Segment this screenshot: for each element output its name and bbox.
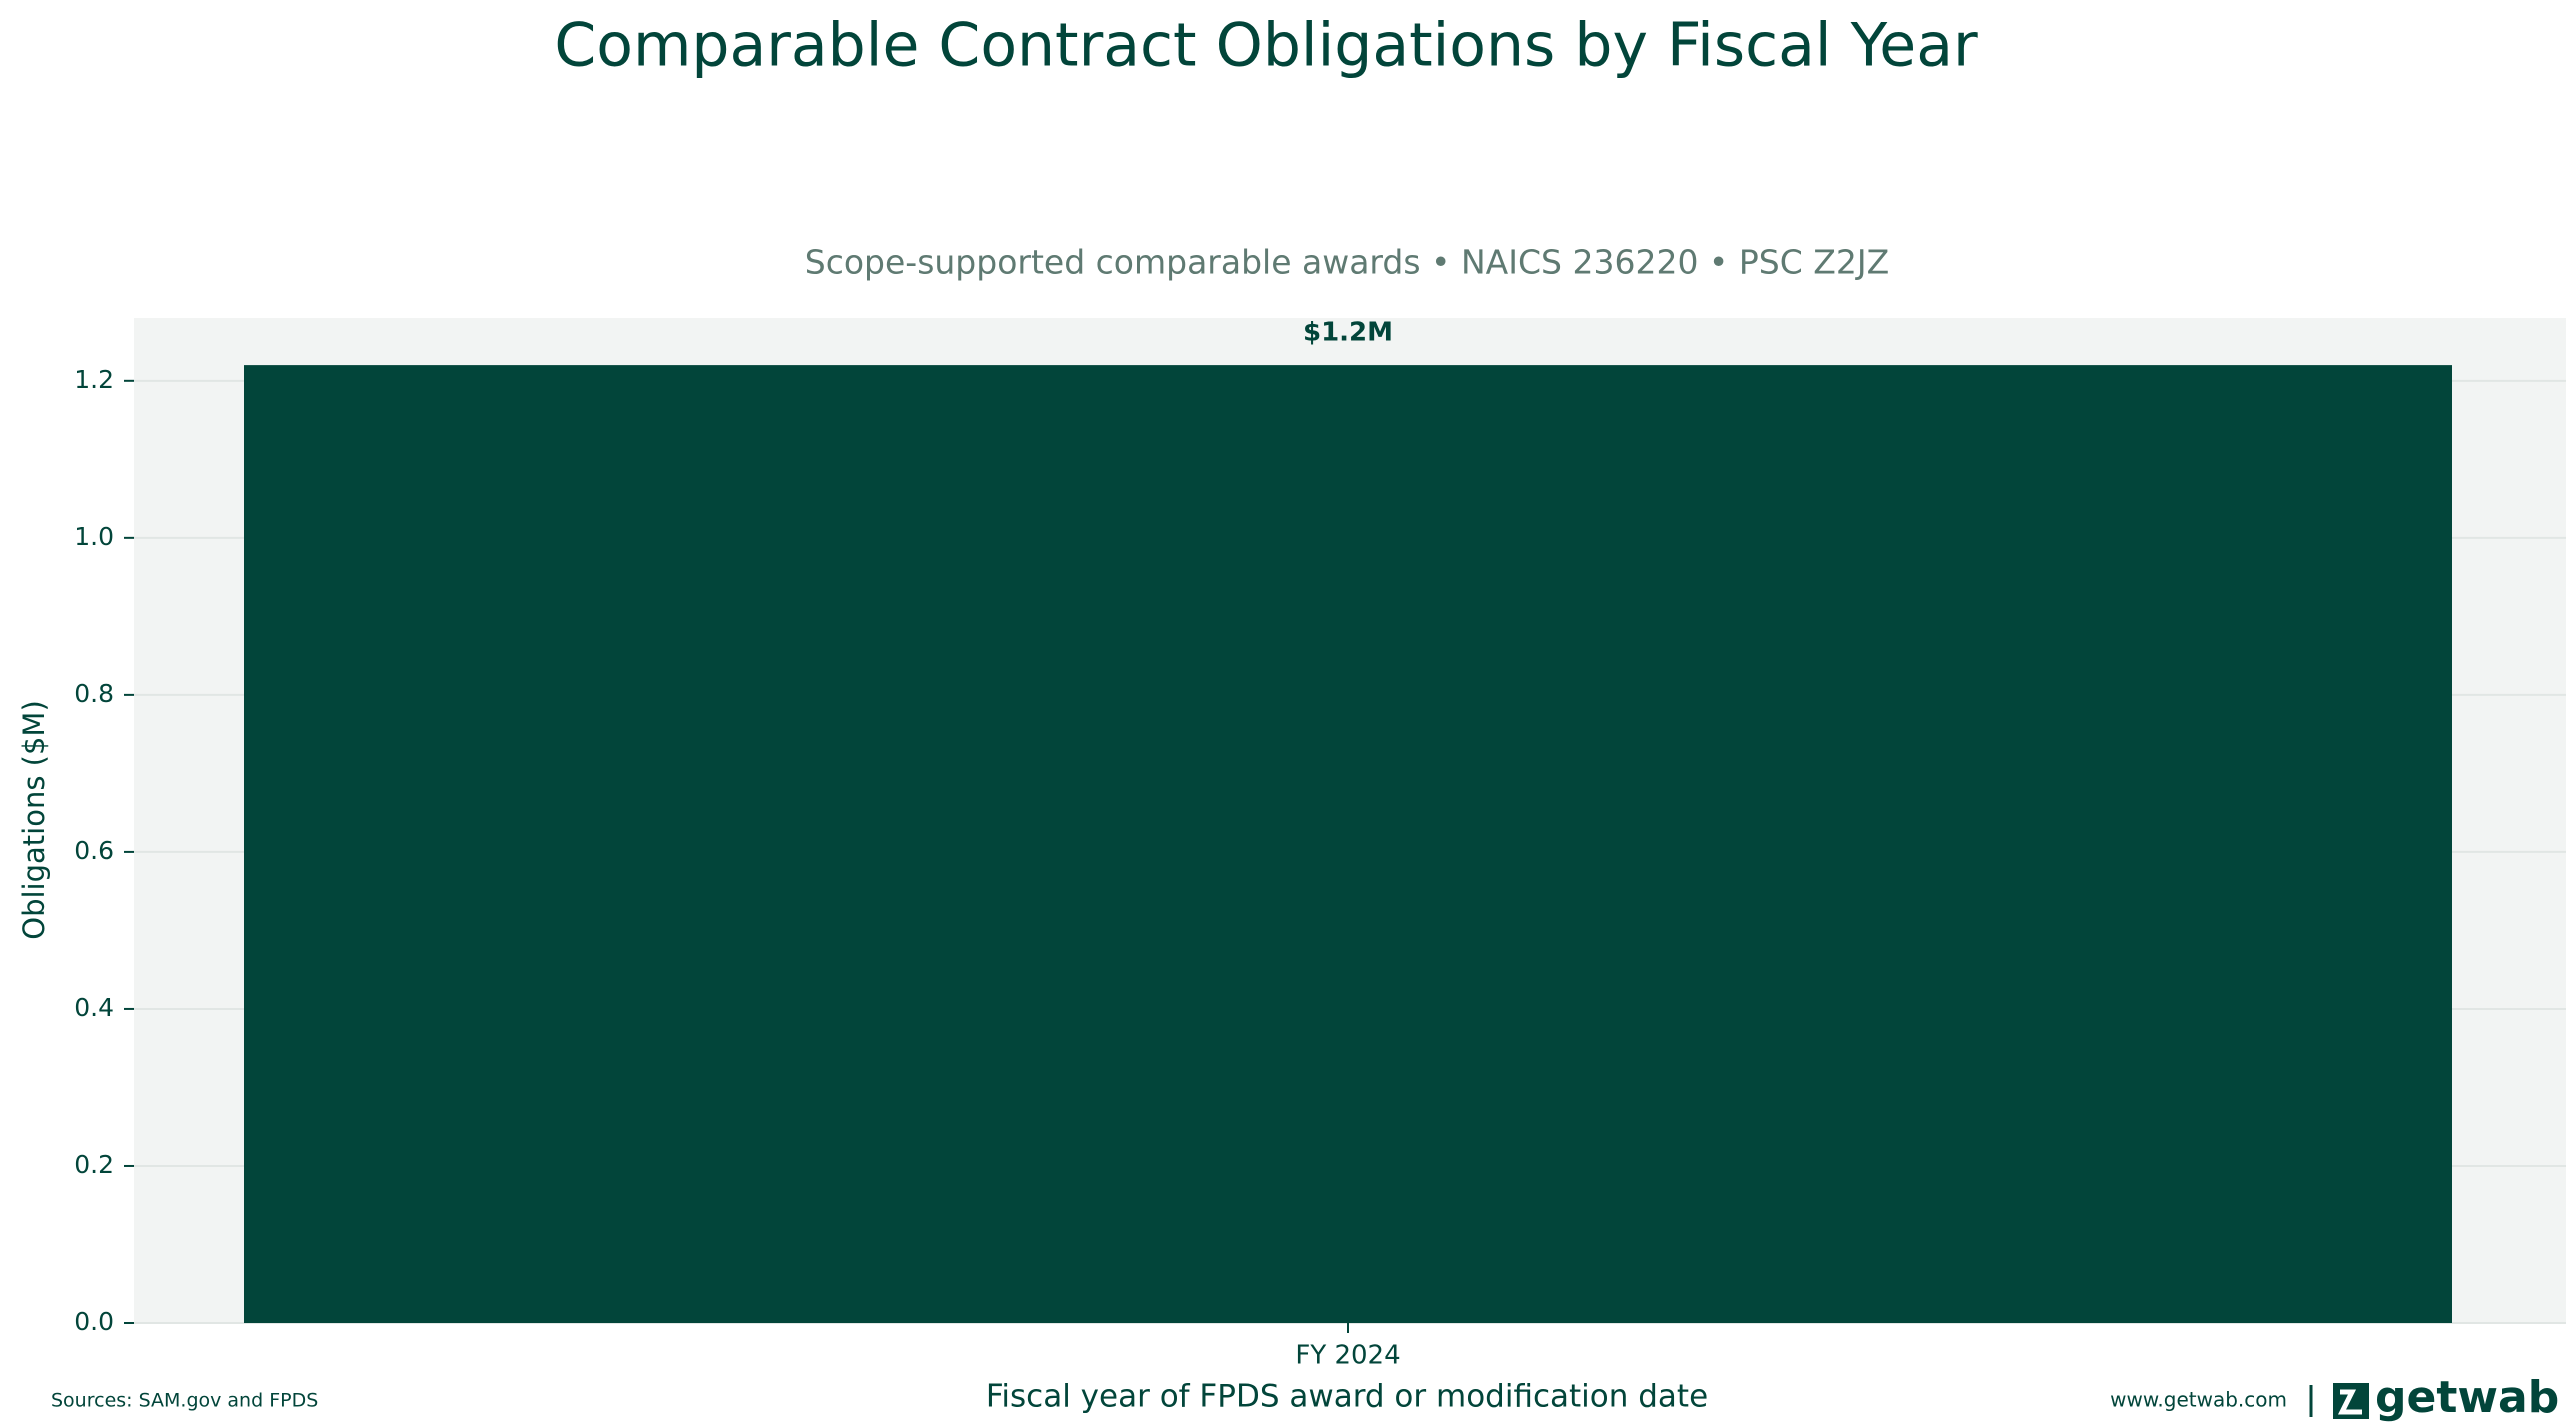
y-tick-label: 0.2 [74,1150,114,1179]
chart-subtitle: Scope-supported comparable awards • NAIC… [805,243,1889,282]
brand-logo: getwab [2333,1372,2559,1423]
y-tick-label: 0.8 [74,679,114,708]
y-axis-label: Obligations ($M) [17,700,51,940]
brand-name: getwab [2375,1372,2559,1423]
x-axis-label: Fiscal year of FPDS award or modificatio… [986,1379,1708,1415]
chart-title: Comparable Contract Obligations by Fisca… [554,11,1978,81]
y-tick-label: 0.0 [74,1307,114,1336]
y-tick-label: 1.2 [74,365,114,394]
source-note: Sources: SAM.gov and FPDS [51,1390,318,1412]
y-tick-label: 1.0 [74,522,114,551]
x-tick-label: FY 2024 [1295,1341,1400,1371]
y-tick-label: 0.4 [74,993,114,1022]
value-label: $1.2M [1303,318,1393,348]
bar [244,365,2452,1323]
y-tick-label: 0.6 [74,836,114,865]
website: www.getwab.com [2110,1388,2287,1412]
logo-glyph [2337,1389,2362,1415]
